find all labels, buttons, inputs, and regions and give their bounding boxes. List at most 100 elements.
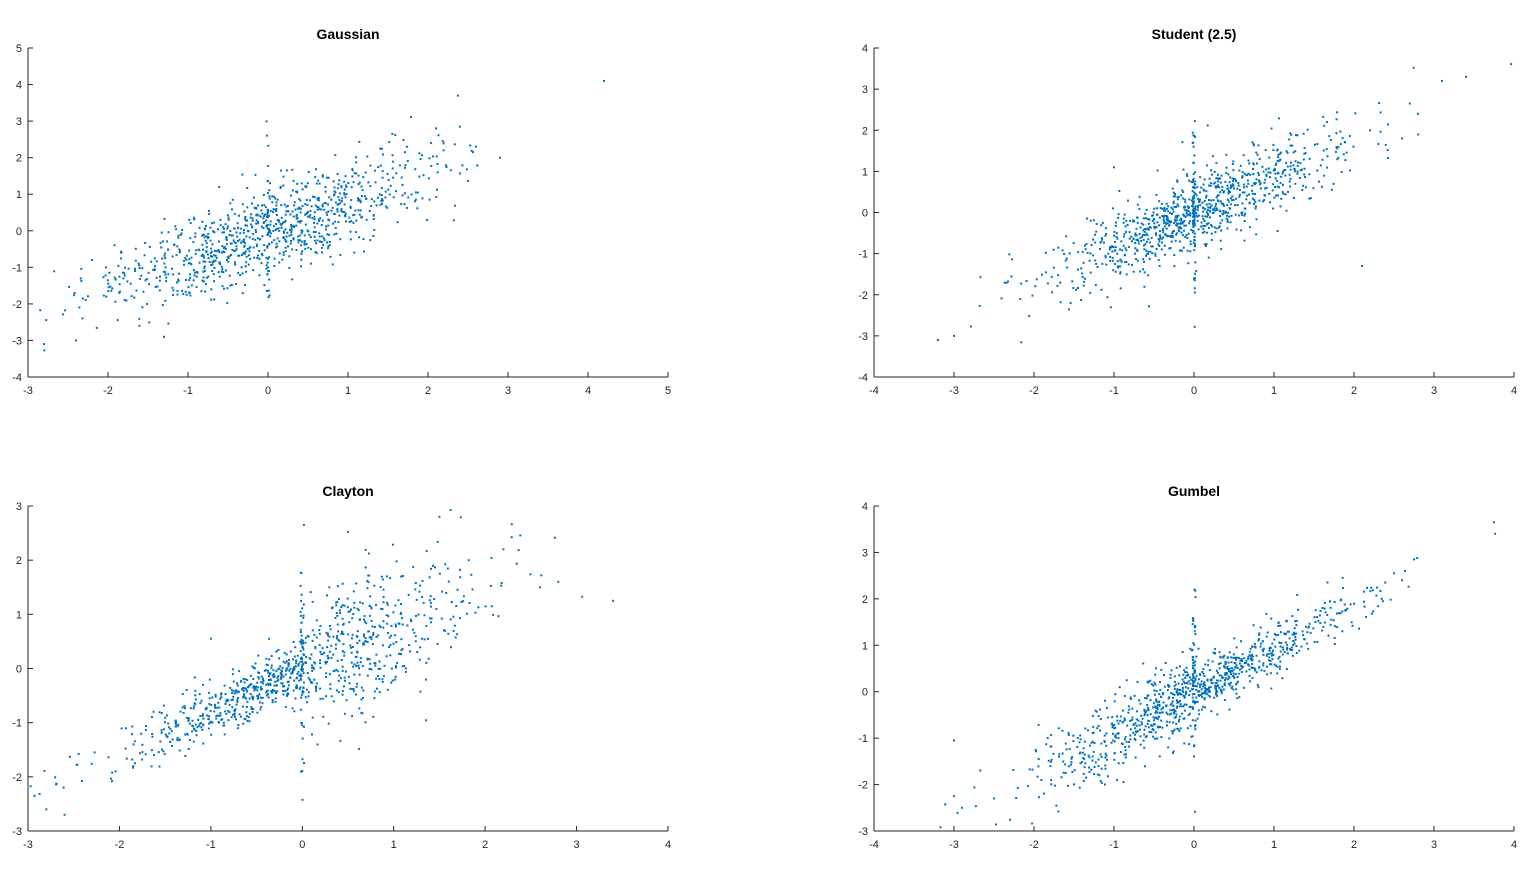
scatter-point [581, 595, 584, 598]
scatter-point [301, 663, 304, 666]
scatter-point [1193, 693, 1196, 695]
scatter-point [1203, 243, 1206, 246]
scatter-point [285, 660, 288, 663]
scatter-point [232, 239, 235, 242]
scatter-point [204, 260, 207, 263]
scatter-point [1235, 683, 1237, 686]
scatter-point [1186, 671, 1189, 674]
scatter-point [1235, 688, 1238, 691]
scatter-point [1123, 233, 1126, 236]
scatter-point [1076, 736, 1079, 739]
scatter-point [341, 690, 344, 692]
scatter-point [198, 693, 201, 696]
scatter-point [1225, 153, 1228, 156]
scatter-point [1235, 692, 1238, 695]
scatter-point [274, 697, 277, 700]
scatter-point [192, 269, 195, 272]
scatter-point [1185, 692, 1188, 695]
scatter-point [102, 276, 105, 279]
scatter-point [1194, 719, 1197, 722]
scatter-point [973, 786, 976, 789]
scatter-point [340, 632, 343, 635]
scatter-point [1280, 175, 1283, 178]
scatter-point [1186, 727, 1189, 730]
scatter-point [270, 666, 273, 669]
scatter-point [1134, 727, 1137, 730]
scatter-point [1197, 647, 1200, 650]
scatter-point [231, 234, 234, 237]
scatter-point [1149, 226, 1152, 229]
scatter-point [456, 94, 459, 97]
scatter-point [370, 607, 373, 610]
scatter-point [1208, 669, 1211, 672]
scatter-point [246, 206, 249, 209]
scatter-point [196, 271, 199, 274]
scatter-point [410, 116, 412, 119]
scatter-point [357, 664, 360, 667]
scatter-point [1180, 194, 1183, 197]
scatter-point [1070, 761, 1073, 764]
scatter-point [1138, 195, 1141, 198]
scatter-point [1195, 696, 1198, 699]
scatter-point [1176, 692, 1179, 695]
scatter-point [1227, 661, 1230, 664]
scatter-point [263, 243, 266, 246]
scatter-point [327, 722, 330, 725]
scatter-point [1217, 173, 1219, 176]
scatter-point [380, 607, 382, 610]
scatter-point [1233, 637, 1236, 640]
scatter-point [953, 739, 955, 742]
scatter-point [1104, 752, 1107, 755]
scatter-point [188, 722, 191, 725]
scatter-point [1114, 224, 1117, 227]
scatter-point [1198, 673, 1201, 675]
scatter-point [270, 664, 273, 667]
scatter-point [390, 634, 393, 637]
scatter-point [296, 182, 299, 185]
scatter-point [278, 229, 281, 232]
scatter-point [1199, 204, 1202, 207]
scatter-point [188, 258, 191, 261]
scatter-point [360, 698, 363, 701]
scatter-point [1370, 612, 1373, 615]
scatter-point [364, 171, 367, 174]
scatter-point [1191, 209, 1194, 212]
scatter-point [400, 176, 403, 179]
scatter-point [1349, 169, 1352, 172]
scatter-point [1270, 652, 1273, 655]
scatter-point [327, 657, 330, 659]
scatter-point [1197, 197, 1200, 200]
scatter-point [1091, 254, 1094, 257]
scatter-point [267, 216, 270, 219]
scatter-point [245, 715, 248, 718]
scatter-point [381, 678, 384, 681]
scatter-point [194, 252, 197, 255]
scatter-point [266, 211, 269, 213]
scatter-point [269, 678, 272, 681]
scatter-point [280, 216, 283, 219]
scatter-point [1188, 206, 1191, 209]
scatter-point [1136, 730, 1139, 732]
scatter-point [1280, 151, 1283, 154]
scatter-point [1231, 177, 1234, 180]
scatter-point [267, 696, 270, 699]
scatter-point [152, 710, 155, 713]
scatter-point [341, 604, 344, 607]
scatter-point [428, 198, 431, 201]
scatter-point [206, 236, 209, 238]
scatter-point [1266, 653, 1269, 656]
scatter-point [1224, 673, 1227, 676]
scatter-point [1244, 662, 1247, 664]
scatter-point [287, 665, 290, 668]
scatter-point [299, 673, 302, 676]
scatter-point [1206, 209, 1209, 212]
scatter-point [1365, 615, 1367, 618]
scatter-point [497, 615, 500, 618]
scatter-point [126, 280, 129, 283]
scatter-point [1005, 281, 1008, 284]
scatter-point [367, 552, 370, 555]
scatter-point [304, 223, 307, 226]
scatter-point [175, 254, 178, 257]
scatter-point [238, 670, 241, 673]
scatter-point [355, 665, 358, 668]
